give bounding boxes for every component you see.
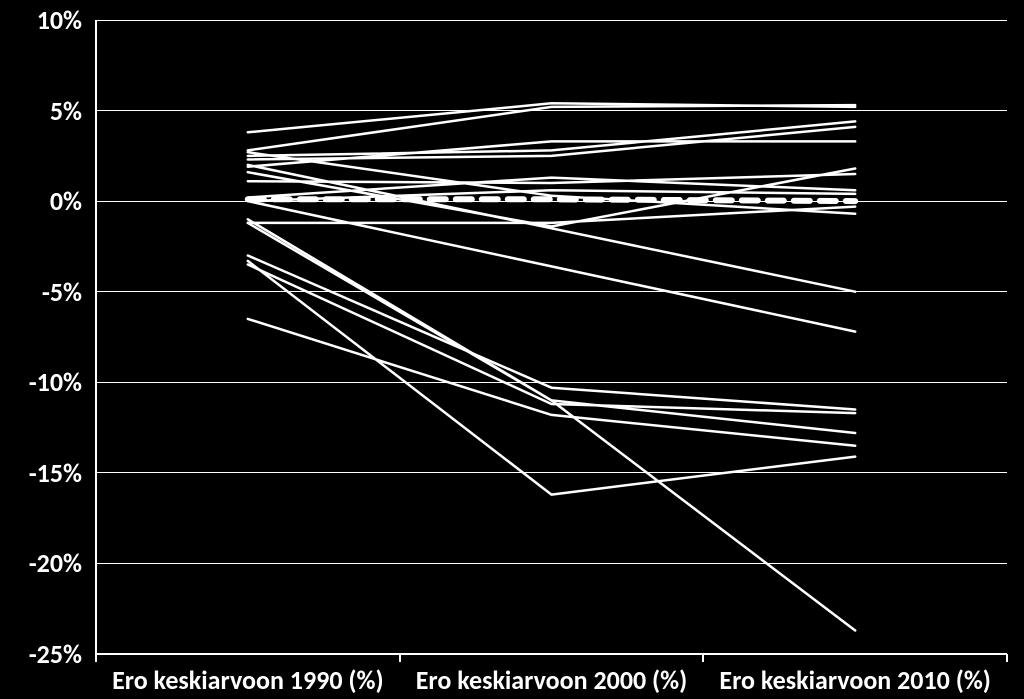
series-layer xyxy=(0,0,1024,699)
series-line xyxy=(248,219,855,630)
series-line xyxy=(248,265,855,414)
series-line xyxy=(248,105,855,150)
line-chart: 10%5%0%-5%-10%-15%-20%-25%Ero keskiarvoo… xyxy=(0,0,1024,699)
series-line xyxy=(248,201,855,332)
series-line xyxy=(248,319,855,446)
series-line xyxy=(248,199,855,201)
series-line xyxy=(248,121,855,155)
